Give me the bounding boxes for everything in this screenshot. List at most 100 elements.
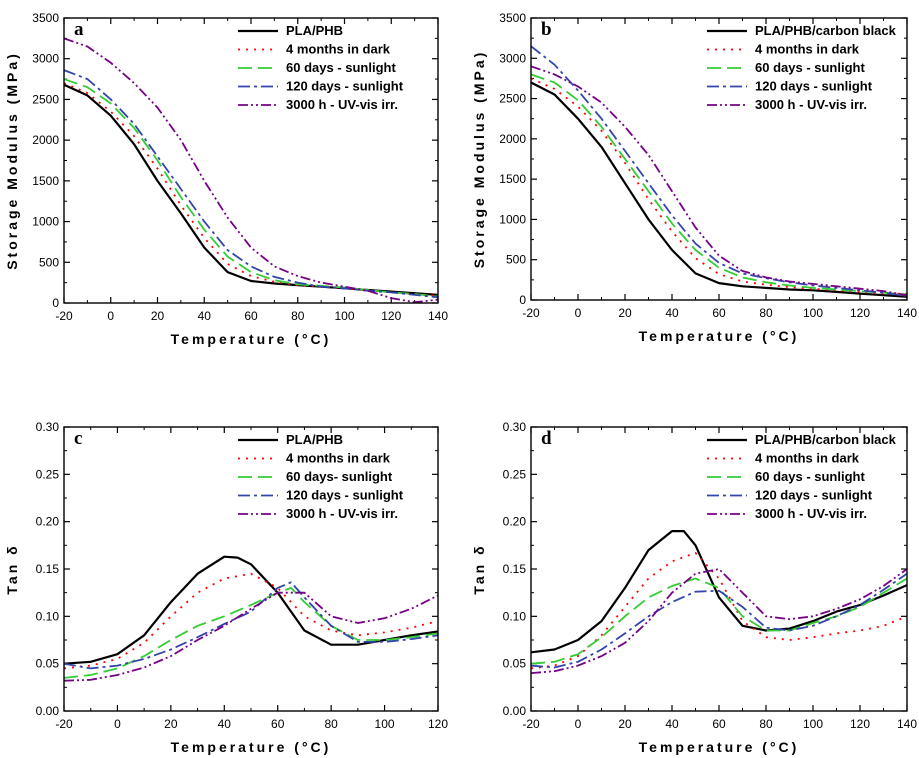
legend-label-4: 120 days - sunlight [755, 488, 873, 503]
legend-label-2: 4 months in dark [286, 451, 391, 466]
x-tick-label: 120 [850, 306, 870, 320]
panel-label: a [74, 19, 84, 40]
x-tick-label: 100 [375, 717, 395, 731]
y-tick-label: 0.00 [503, 704, 527, 718]
series-line-1 [64, 555, 438, 665]
series-line-4 [531, 572, 907, 669]
legend-label-3: 60 days - sunlight [755, 60, 865, 75]
x-tick-label: -20 [522, 717, 540, 731]
series-line-4 [531, 45, 907, 297]
panel-label: c [74, 428, 82, 449]
chart-panel-d: -20 0 20 40 60 80 100 120 140 0.00 0.05 0.10 0.15 0.2… [471, 420, 917, 755]
x-tick-label: 0 [575, 306, 582, 320]
y-tick-label: 1000 [32, 215, 59, 229]
x-tick-label: 20 [151, 309, 165, 323]
y-tick-label: 0 [52, 296, 59, 310]
series-group [531, 45, 907, 298]
x-tick-label: 20 [618, 717, 632, 731]
legend-label-3: 60 days - sunlight [755, 469, 865, 484]
plot-frame [63, 17, 439, 304]
legend-label-1: PLA/PHB [286, 23, 343, 38]
legend-label-2: 4 months in dark [755, 42, 860, 57]
y-tick-label: 3000 [499, 51, 526, 65]
series-line-4 [64, 581, 438, 670]
y-tick-label: 0.20 [503, 515, 527, 529]
series-line-1 [531, 81, 907, 298]
series-line-5 [531, 568, 907, 674]
y-tick-label: 0.15 [503, 562, 527, 576]
x-tick-label: 120 [850, 717, 870, 731]
y-tick-label: 2000 [499, 132, 526, 146]
chart-panel-b: -20 0 20 40 60 80 100 120 1400500100015002000250… [471, 11, 917, 344]
series-line-1 [64, 83, 438, 296]
legend-label-5: 3000 h - UV-vis irr. [755, 97, 867, 112]
y-tick-label: 0.25 [36, 467, 60, 481]
y-tick-label: 3500 [499, 11, 526, 25]
x-tick-label: 0 [575, 717, 582, 731]
y-tick-label: 0.15 [36, 562, 60, 576]
x-tick-label: 100 [803, 717, 823, 731]
legend-label-5: 3000 h - UV-vis irr. [755, 506, 867, 521]
x-tick-label: 40 [665, 717, 679, 731]
x-tick-label: 60 [712, 306, 726, 320]
x-tick-label: 20 [618, 306, 632, 320]
x-tick-label: 80 [324, 717, 338, 731]
series-line-4 [64, 69, 438, 299]
x-axis-label: Temperature (°C) [639, 739, 800, 755]
legend-label-2: 4 months in dark [755, 451, 860, 466]
y-tick-label: 0 [519, 293, 526, 307]
y-tick-label: 3000 [32, 52, 59, 66]
x-tick-label: 80 [759, 717, 773, 731]
x-tick-label: 80 [291, 309, 305, 323]
legend-label-3: 60 days - sunlight [286, 60, 396, 75]
series-group [531, 530, 907, 674]
y-axis-label: Storage Modulus (MPa) [4, 51, 20, 270]
plot-frame [530, 426, 908, 712]
x-tick-label: 140 [897, 717, 917, 731]
series-line-5 [64, 591, 438, 682]
y-axis-label: Tan δ [4, 543, 20, 594]
y-tick-label: 2500 [499, 92, 526, 106]
y-tick-label: 0.10 [36, 609, 60, 623]
x-tick-label: 120 [381, 309, 401, 323]
legend-label-1: PLA/PHB/carbon black [755, 23, 897, 38]
y-tick-label: 1000 [499, 212, 526, 226]
series-group [64, 555, 438, 682]
panel-label: b [541, 19, 552, 40]
plot-frame [63, 426, 439, 712]
legend-label-4: 120 days - sunlight [286, 488, 404, 503]
x-tick-label: 80 [759, 306, 773, 320]
legend-label-5: 3000 h - UV-vis irr. [286, 506, 398, 521]
y-tick-label: 0.25 [503, 467, 527, 481]
series-line-5 [64, 37, 438, 303]
x-tick-label: 40 [218, 717, 232, 731]
x-tick-label: 0 [114, 717, 121, 731]
x-tick-label: 60 [271, 717, 285, 731]
x-tick-label: 100 [334, 309, 354, 323]
y-tick-label: 3500 [32, 11, 59, 25]
series-line-2 [64, 82, 438, 297]
y-tick-label: 0.20 [36, 515, 60, 529]
y-tick-label: 0.30 [503, 420, 527, 434]
series-group [64, 37, 438, 303]
chart-panel-c: -20 0 20 40 60 80 100 120 0.00 0.05 0.10 0.15 0.20 0.… [4, 420, 448, 755]
series-line-5 [531, 65, 907, 297]
y-tick-label: 0.05 [503, 657, 527, 671]
x-tick-label: -20 [522, 306, 540, 320]
y-tick-label: 0.10 [503, 609, 527, 623]
x-tick-label: 120 [428, 717, 448, 731]
x-tick-label: 0 [107, 309, 114, 323]
legend-label-4: 120 days - sunlight [286, 79, 404, 94]
x-tick-label: 40 [665, 306, 679, 320]
x-tick-label: 40 [198, 309, 212, 323]
legend-label-1: PLA/PHB [286, 432, 343, 447]
x-tick-label: 140 [897, 306, 917, 320]
y-tick-label: 2000 [32, 133, 59, 147]
series-line-3 [64, 78, 438, 298]
panel-label: d [541, 428, 552, 449]
legend-label-3: 60 days- sunlight [286, 469, 393, 484]
legend-label-2: 4 months in dark [286, 42, 391, 57]
series-line-3 [531, 73, 907, 296]
chart-panel-a: -20 0 20 40 60 80 100 120 1400500100015002000250… [4, 11, 448, 347]
